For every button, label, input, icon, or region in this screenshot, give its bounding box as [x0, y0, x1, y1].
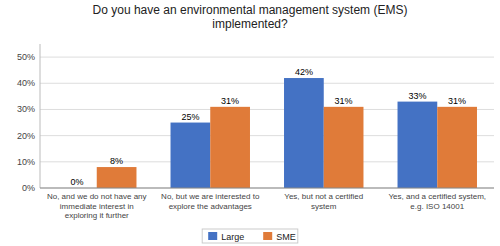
y-tick-label: 50% — [17, 52, 35, 62]
text-line: e.g. ISO 14001 — [410, 202, 464, 211]
grid-line — [40, 188, 494, 189]
x-tick-label: No, but we are interested toexplore the … — [161, 192, 260, 211]
bar — [210, 107, 250, 188]
grid-line — [40, 83, 494, 84]
bar — [398, 102, 438, 188]
text-line: explore the advantages — [169, 202, 252, 211]
legend-swatch — [263, 232, 272, 240]
text-line: Do you have an environmental management … — [93, 3, 408, 17]
y-tick-label: 20% — [17, 131, 35, 141]
data-label: 42% — [295, 67, 313, 77]
y-tick-label: 40% — [17, 78, 35, 88]
data-labels: 0% 25% 42% 33% 8% 31% 31% 31% — [70, 67, 466, 187]
bars — [97, 78, 477, 188]
x-axis-line — [40, 188, 494, 189]
data-label: 25% — [181, 112, 199, 122]
legend: Large SME — [202, 229, 298, 243]
text-line: exploring it further — [65, 211, 129, 220]
y-tick-label: 10% — [17, 157, 35, 167]
y-tick-label: 0% — [22, 183, 35, 193]
bar — [171, 123, 211, 188]
x-tick-label: Yes, but not a certifiedsystem — [284, 192, 363, 211]
legend-label: Large — [221, 232, 244, 242]
bar — [284, 78, 324, 188]
data-label: 0% — [70, 177, 83, 187]
grid-line — [40, 57, 494, 58]
text-line: immediate interest in — [60, 202, 134, 211]
text-line: Yes, and a certified system, — [388, 192, 486, 201]
y-axis-line — [40, 44, 41, 188]
title: Do you have an environmental management … — [93, 3, 408, 31]
text-line: implemented? — [212, 17, 288, 31]
chart: Do you have an environmental management … — [0, 0, 500, 246]
y-tick-label: 30% — [17, 104, 35, 114]
bar — [437, 107, 477, 188]
data-label: 31% — [221, 96, 239, 106]
text-line: No, but we are interested to — [161, 192, 260, 201]
data-label: 31% — [448, 96, 466, 106]
data-label: 31% — [335, 96, 353, 106]
text-line: Yes, but not a certified — [284, 192, 363, 201]
data-label: 33% — [408, 91, 426, 101]
legend-frame — [202, 229, 298, 243]
x-tick-label: No, and we do not have anyimmediate inte… — [47, 192, 147, 220]
legend-swatch — [208, 232, 217, 240]
data-label: 8% — [110, 156, 123, 166]
x-tick-label: Yes, and a certified system,e.g. ISO 140… — [388, 192, 486, 211]
bar — [324, 107, 364, 188]
text-line: system — [311, 202, 337, 211]
legend-label: SME — [276, 232, 296, 242]
bar — [97, 167, 137, 188]
text-line: No, and we do not have any — [47, 192, 147, 201]
